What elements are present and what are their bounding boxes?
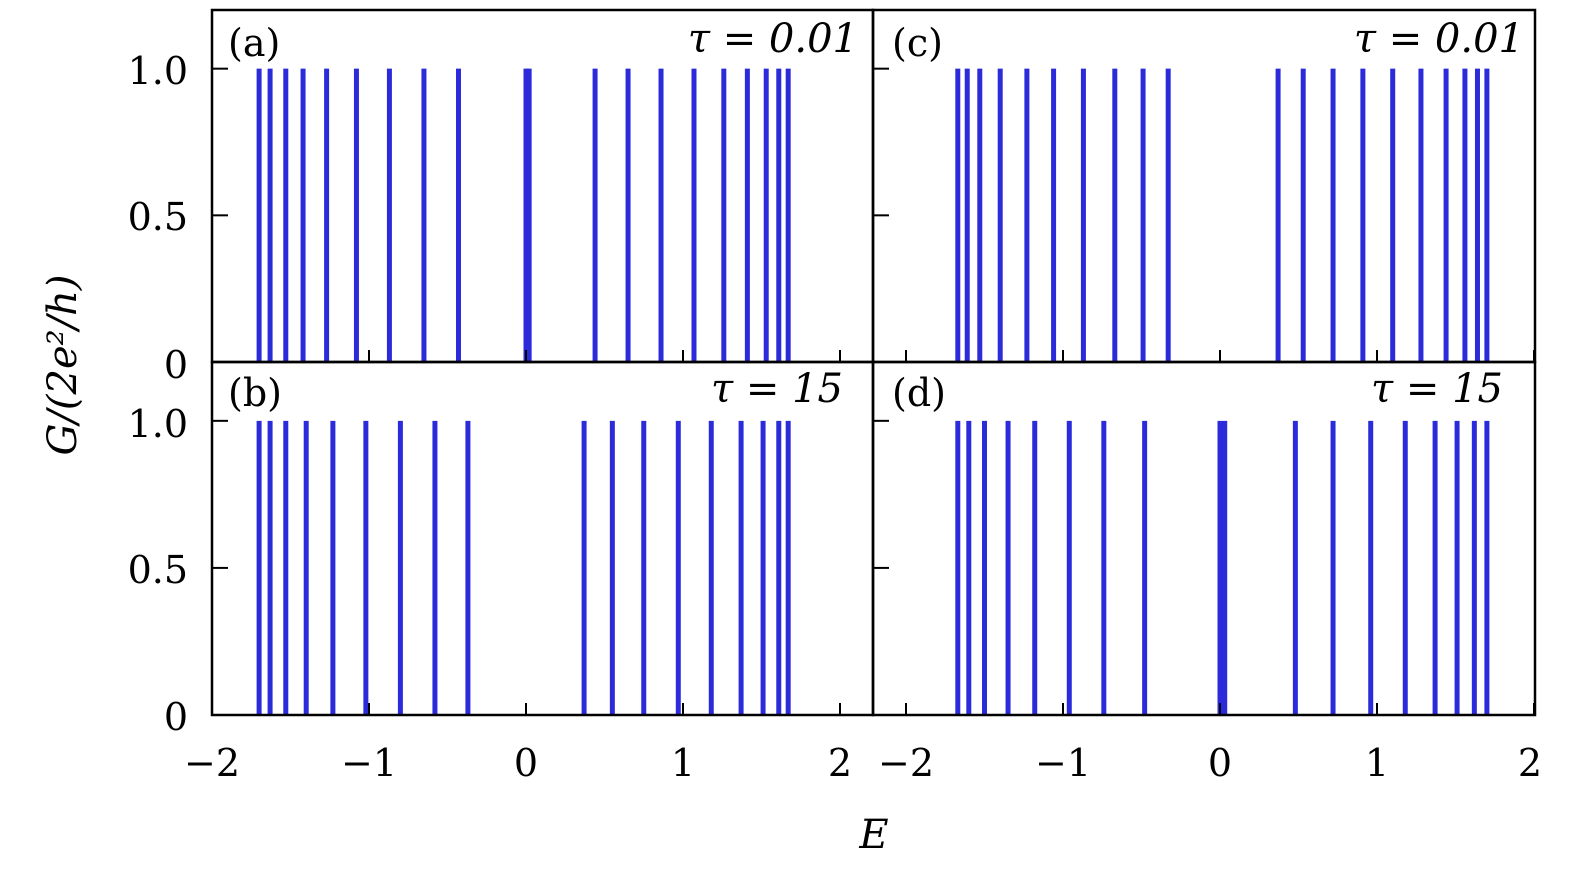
xtick-left-1: 1 xyxy=(671,741,695,785)
xtick-right-2: 2 xyxy=(1518,741,1542,785)
xtick-right-1: 1 xyxy=(1365,741,1389,785)
xtick-right-neg1: −1 xyxy=(1035,741,1091,785)
tau-label-b: τ = 15 xyxy=(711,366,843,412)
panel-frame xyxy=(210,8,875,364)
panel-d xyxy=(871,360,1537,717)
panel-b xyxy=(210,360,875,717)
panel-label-c: (c) xyxy=(892,21,943,65)
tau-label-a: τ = 0.01 xyxy=(688,16,858,62)
panel-a xyxy=(210,8,875,364)
tau-label-d: τ = 15 xyxy=(1371,366,1503,412)
panel-frame xyxy=(871,8,1537,364)
ytick-top-1: 1.0 xyxy=(128,49,188,93)
panel-frame xyxy=(210,360,875,717)
xtick-left-0: 0 xyxy=(514,741,538,785)
xtick-right-neg2: −2 xyxy=(878,741,934,785)
xtick-left-neg2: −2 xyxy=(184,741,240,785)
panels xyxy=(210,8,1537,717)
panel-frame xyxy=(871,360,1537,717)
panel-c xyxy=(871,8,1537,364)
x-axis-title: E xyxy=(858,812,888,858)
ytick-top-0: 0 xyxy=(164,343,188,387)
xtick-left-2: 2 xyxy=(828,741,852,785)
panel-label-b: (b) xyxy=(228,371,282,415)
ytick-bottom-0-5: 0.5 xyxy=(128,548,188,592)
tau-label-c: τ = 0.01 xyxy=(1354,16,1524,62)
panel-label-a: (a) xyxy=(228,21,280,65)
ytick-top-0-5: 0.5 xyxy=(128,195,188,239)
ytick-bottom-0: 0 xyxy=(164,695,188,739)
y-axis-title: G/(2e²/h) xyxy=(40,274,86,455)
panel-label-d: (d) xyxy=(892,371,946,415)
ytick-bottom-1: 1.0 xyxy=(128,402,188,446)
xtick-left-neg1: −1 xyxy=(341,741,397,785)
xtick-right-0: 0 xyxy=(1208,741,1232,785)
